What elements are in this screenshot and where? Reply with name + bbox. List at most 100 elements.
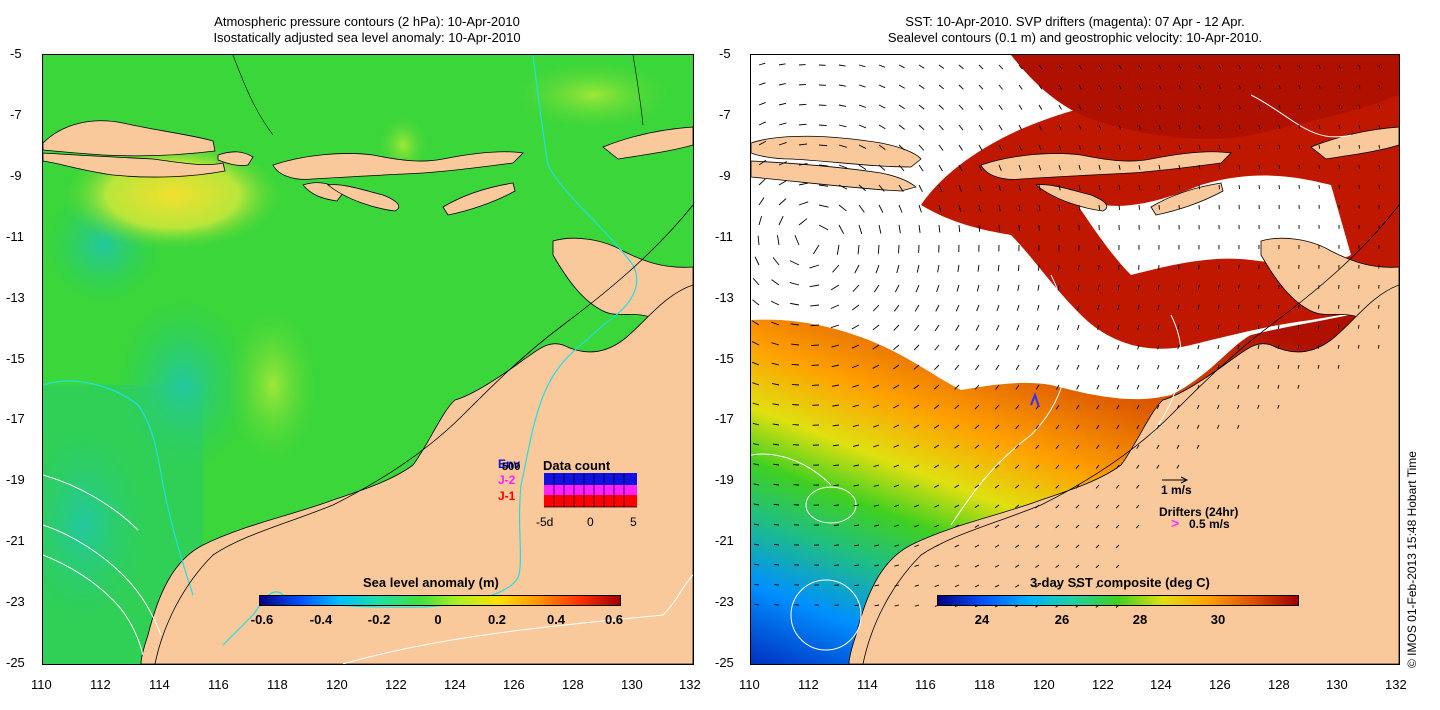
velocity-arrow xyxy=(1218,144,1221,150)
velocity-arrow xyxy=(994,464,1000,469)
velocity-arrow xyxy=(1077,304,1080,311)
inset-x-label-end: 5 xyxy=(630,515,637,529)
velocity-arrow xyxy=(1056,324,1060,331)
velocity-arrow xyxy=(1258,164,1261,170)
inset-x-label-start: -5d xyxy=(536,515,554,529)
velocity-arrow xyxy=(933,424,940,429)
velocity-arrow xyxy=(809,264,820,269)
left-y-tick: -7 xyxy=(10,107,22,122)
velocity-arrow xyxy=(752,278,760,286)
velocity-arrow xyxy=(1035,564,1040,568)
velocity-arrow xyxy=(858,224,863,235)
velocity-arrow xyxy=(798,84,806,86)
velocity-arrow xyxy=(938,224,941,233)
velocity-arrow xyxy=(898,144,905,151)
velocity-arrow xyxy=(994,424,1000,430)
velocity-arrow xyxy=(1098,144,1101,150)
velocity-arrow xyxy=(957,264,960,273)
left-x-tick: 126 xyxy=(503,677,525,692)
velocity-arrow xyxy=(758,140,767,146)
velocity-arrow xyxy=(1136,424,1140,430)
velocity-arrow xyxy=(778,122,787,126)
velocity-arrow xyxy=(1157,344,1160,350)
velocity-arrow xyxy=(1055,404,1060,410)
velocity-arrow xyxy=(978,164,983,172)
velocity-arrow xyxy=(872,384,880,389)
velocity-arrow xyxy=(1035,544,1040,549)
velocity-arrow xyxy=(1035,584,1040,588)
velocity-arrow xyxy=(998,124,1003,131)
velocity-arrow xyxy=(1136,504,1140,509)
velocity-arrow xyxy=(1118,204,1121,210)
velocity-arrow xyxy=(958,104,964,110)
velocity-arrow xyxy=(974,504,980,509)
velocity-arrow xyxy=(852,444,860,447)
velocity-arrow xyxy=(954,544,960,548)
velocity-arrow xyxy=(833,524,840,526)
velocity-arrow xyxy=(978,84,984,90)
velocity-arrow xyxy=(934,584,940,587)
velocity-arrow xyxy=(752,402,760,406)
right-y-tick: -15 xyxy=(715,351,734,366)
velocity-arrow xyxy=(898,224,901,234)
velocity-arrow xyxy=(954,484,960,489)
velocity-arrow xyxy=(1297,364,1300,369)
velocity-arrow xyxy=(1116,464,1120,469)
velocity-arrow xyxy=(934,344,940,351)
velocity-arrow xyxy=(1038,84,1043,90)
velocity-arrow xyxy=(1136,364,1140,370)
velocity-arrow xyxy=(1095,504,1100,509)
velocity-arrow xyxy=(1317,324,1320,329)
velocity-arrow xyxy=(1217,324,1220,330)
velocity-arrow xyxy=(1298,64,1301,69)
velocity-arrow xyxy=(1056,364,1060,370)
velocity-arrow xyxy=(851,324,860,330)
right-x-tick: 126 xyxy=(1209,677,1231,692)
right-y-tick: -11 xyxy=(715,229,733,244)
velocity-arrow xyxy=(873,484,880,487)
velocity-arrow xyxy=(1337,324,1340,329)
right-map[interactable]: 1 m/s Drifters (24hr) > 0.5 m/s xyxy=(750,54,1400,665)
velocity-arrow xyxy=(1277,324,1280,329)
velocity-arrow xyxy=(753,443,760,446)
velocity-arrow xyxy=(758,102,766,106)
sla-colorbar-label: -0.6 xyxy=(250,612,274,627)
velocity-arrow xyxy=(772,403,780,406)
velocity-arrow xyxy=(955,324,960,332)
velocity-arrow xyxy=(1097,304,1100,311)
velocity-arrow xyxy=(893,464,900,468)
right-x-tick: 118 xyxy=(974,677,995,692)
velocity-arrow xyxy=(1338,104,1341,109)
velocity-arrow xyxy=(1117,324,1120,330)
velocity-arrow xyxy=(1198,184,1201,190)
velocity-arrow xyxy=(1078,124,1082,130)
scale-arrow-icon xyxy=(1162,476,1189,484)
velocity-arrow xyxy=(1358,104,1361,109)
velocity-arrow xyxy=(1096,364,1100,370)
velocity-arrow xyxy=(811,344,820,347)
velocity-arrow xyxy=(994,404,1000,410)
velocity-arrow xyxy=(858,144,867,149)
velocity-arrow xyxy=(1196,404,1200,410)
velocity-arrow xyxy=(974,564,980,568)
velocity-arrow xyxy=(1318,124,1321,129)
velocity-arrow xyxy=(818,124,827,126)
velocity-arrow xyxy=(954,504,960,508)
velocity-arrow xyxy=(954,364,960,371)
velocity-arrow xyxy=(893,504,900,508)
velocity-arrow xyxy=(918,144,925,151)
velocity-arrow xyxy=(1118,64,1122,70)
velocity-arrow xyxy=(996,304,1000,312)
velocity-arrow xyxy=(1015,544,1020,548)
left-map[interactable]: Env 500 J-2 J-1 Data count -5d 0 5 xyxy=(42,54,694,665)
velocity-arrow xyxy=(878,84,886,89)
velocity-arrow xyxy=(872,344,880,350)
left-x-tick: 116 xyxy=(208,677,229,692)
velocity-arrow xyxy=(994,564,1000,568)
velocity-arrow xyxy=(936,284,940,293)
velocity-arrow xyxy=(833,464,840,467)
velocity-arrow xyxy=(938,64,945,69)
velocity-arrow xyxy=(998,84,1003,90)
velocity-arrow xyxy=(1198,64,1202,69)
velocity-arrow xyxy=(1115,564,1120,569)
